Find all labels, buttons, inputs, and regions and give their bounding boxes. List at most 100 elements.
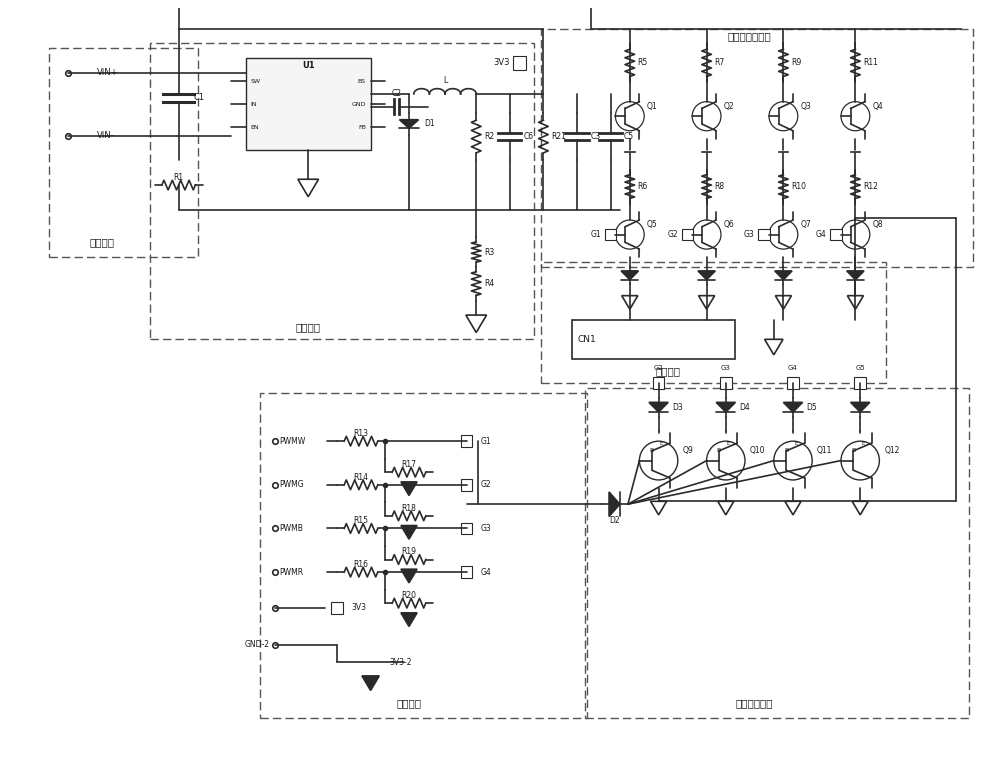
Bar [653, 377, 664, 389]
Bar [787, 377, 799, 389]
Text: B: B [650, 448, 654, 453]
Polygon shape [649, 403, 668, 412]
Text: PWMR: PWMR [279, 568, 304, 577]
Text: R10: R10 [791, 182, 806, 191]
Text: FB: FB [358, 125, 366, 129]
Polygon shape [851, 403, 870, 412]
Text: C5: C5 [624, 132, 634, 141]
Text: PWMB: PWMB [279, 524, 303, 533]
Text: C3: C3 [590, 132, 601, 141]
Text: B: B [784, 448, 788, 453]
Bar [854, 377, 866, 389]
Text: R17: R17 [402, 460, 416, 469]
Polygon shape [783, 403, 803, 412]
Polygon shape [401, 525, 417, 539]
Text: G1: G1 [481, 437, 492, 446]
Text: 供电电路: 供电电路 [296, 322, 321, 332]
Text: D5: D5 [806, 403, 817, 412]
Bar [605, 229, 616, 241]
Bar [541, 262, 886, 383]
Bar [461, 435, 472, 447]
Polygon shape [847, 271, 864, 279]
Bar [246, 58, 371, 150]
Text: VIN+: VIN+ [97, 68, 119, 77]
Text: Q1: Q1 [647, 102, 658, 111]
Text: VIN-: VIN- [97, 131, 115, 140]
Text: R21: R21 [551, 132, 566, 141]
Text: Q3: Q3 [801, 102, 811, 111]
Bar [461, 479, 472, 491]
Bar [331, 602, 343, 614]
Text: U1: U1 [302, 61, 315, 70]
Bar [513, 56, 526, 70]
Text: G4: G4 [788, 366, 798, 372]
Bar [260, 393, 587, 718]
Text: E: E [727, 441, 730, 446]
Text: R3: R3 [484, 248, 494, 257]
Text: G4: G4 [816, 230, 827, 239]
Text: Q9: Q9 [683, 447, 693, 456]
Text: CN1: CN1 [577, 335, 596, 344]
Text: Q7: Q7 [801, 220, 811, 229]
Text: B: B [717, 448, 721, 453]
Text: C1: C1 [194, 93, 205, 102]
Text: E: E [794, 441, 798, 446]
Polygon shape [609, 492, 620, 516]
Bar [461, 522, 472, 534]
Text: 3V3: 3V3 [493, 58, 510, 67]
Text: BS: BS [358, 79, 366, 83]
Text: R1: R1 [174, 173, 184, 182]
Text: G1: G1 [590, 230, 601, 239]
Text: D1: D1 [424, 120, 434, 129]
Text: L: L [443, 76, 447, 86]
Text: EN: EN [251, 125, 259, 129]
Text: R19: R19 [402, 547, 416, 556]
Text: D3: D3 [672, 403, 683, 412]
Bar [150, 43, 534, 339]
Text: 3V3: 3V3 [351, 603, 366, 612]
Polygon shape [401, 569, 417, 583]
Text: G2: G2 [481, 480, 492, 489]
Text: GND: GND [351, 101, 366, 107]
Text: Q8: Q8 [873, 220, 883, 229]
Text: D2: D2 [609, 516, 620, 525]
Text: D4: D4 [739, 403, 750, 412]
Text: R16: R16 [354, 560, 368, 569]
Text: 3V3-2: 3V3-2 [390, 658, 412, 667]
Polygon shape [775, 271, 792, 279]
Text: 直流输入: 直流输入 [89, 237, 114, 248]
Text: G3: G3 [481, 524, 492, 533]
Text: R9: R9 [791, 58, 801, 67]
Bar [830, 229, 842, 241]
Text: C6: C6 [523, 132, 533, 141]
Text: R7: R7 [714, 58, 725, 67]
Text: R6: R6 [637, 182, 648, 191]
Text: SW: SW [251, 79, 261, 83]
Text: R14: R14 [354, 472, 368, 481]
Text: 接口电路: 接口电路 [396, 698, 422, 708]
Polygon shape [362, 676, 379, 690]
Polygon shape [716, 403, 735, 412]
Bar [572, 320, 735, 359]
Text: Q6: Q6 [724, 220, 735, 229]
Text: Q11: Q11 [817, 447, 832, 456]
Text: E: E [660, 441, 663, 446]
Text: R13: R13 [354, 429, 368, 438]
Text: Q12: Q12 [884, 447, 900, 456]
Text: R18: R18 [402, 503, 416, 512]
Bar [541, 29, 973, 266]
Bar [720, 377, 732, 389]
Text: R4: R4 [484, 279, 494, 288]
Bar [682, 229, 693, 241]
Polygon shape [401, 613, 417, 627]
Text: 共阴极控制电路: 共阴极控制电路 [728, 32, 772, 42]
Text: R12: R12 [863, 182, 878, 191]
Text: B: B [851, 448, 855, 453]
Text: G2: G2 [654, 366, 663, 372]
Text: Q10: Q10 [750, 447, 765, 456]
Text: R11: R11 [863, 58, 878, 67]
Text: G5: G5 [855, 366, 865, 372]
Bar [461, 566, 472, 578]
Text: Q4: Q4 [873, 102, 883, 111]
Polygon shape [621, 271, 638, 279]
